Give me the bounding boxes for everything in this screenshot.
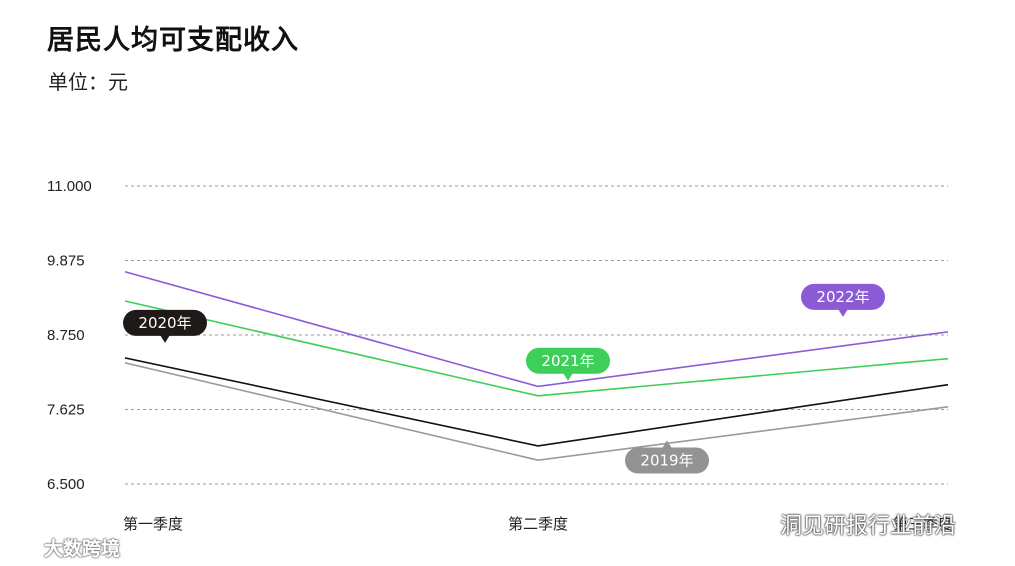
y-tick-label: 8.750: [47, 327, 85, 344]
series-label-text: 2022年: [816, 288, 869, 306]
series-labels: 2022年 2021年 2020年 2019年: [123, 283, 885, 474]
y-tick-label: 6.500: [47, 476, 85, 493]
series-label-pill: [123, 309, 207, 336]
x-tick-label: 第三季度: [893, 515, 953, 533]
series-label-text: 2020年: [138, 314, 191, 332]
logo-icon: [9, 538, 40, 556]
watermark-left-text: 大数跨境: [44, 539, 121, 560]
page-title: 居民人均可支配收入: [47, 25, 299, 55]
unit-label: 单位：元: [48, 72, 128, 94]
series-label-pill: [526, 347, 610, 374]
series-layer: [124, 270, 949, 461]
watermark-left: 大数跨境: [8, 534, 120, 561]
series-label-pill: [801, 283, 885, 310]
series-label: 2022年: [801, 283, 885, 317]
y-tick-label: 9.875: [47, 253, 85, 270]
series-label-pill: [625, 447, 709, 474]
series-label: 2020年: [123, 309, 207, 343]
x-axis-ticks: 第一季度 第二季度 第三季度: [123, 515, 953, 533]
series-label: 2021年: [526, 347, 610, 381]
series-label: 2019年: [625, 440, 709, 474]
series-label-pointer: [838, 308, 848, 317]
watermark-right-text: 洞见研报行业前沿: [780, 513, 957, 538]
series-label-text: 2021年: [541, 352, 594, 370]
series-line: [124, 357, 949, 447]
series-line: [124, 362, 949, 461]
series-line: [124, 270, 949, 388]
x-tick-label: 第二季度: [508, 515, 568, 533]
x-tick-label: 第一季度: [123, 515, 183, 533]
series-label-pointer: [563, 372, 573, 381]
y-axis-ticks: 11.000 9.875 8.750 7.625 6.500: [47, 178, 92, 493]
series-line: [124, 300, 949, 397]
series-label-pointer: [662, 440, 672, 449]
y-tick-label: 11.000: [47, 178, 92, 195]
y-tick-label: 7.625: [47, 402, 85, 419]
grid-layer: [125, 185, 948, 485]
watermark-right: 洞见研报行业前沿: [740, 508, 956, 540]
series-label-pointer: [160, 334, 170, 343]
wechat-icon: [741, 512, 772, 535]
series-label-text: 2019年: [640, 452, 693, 470]
